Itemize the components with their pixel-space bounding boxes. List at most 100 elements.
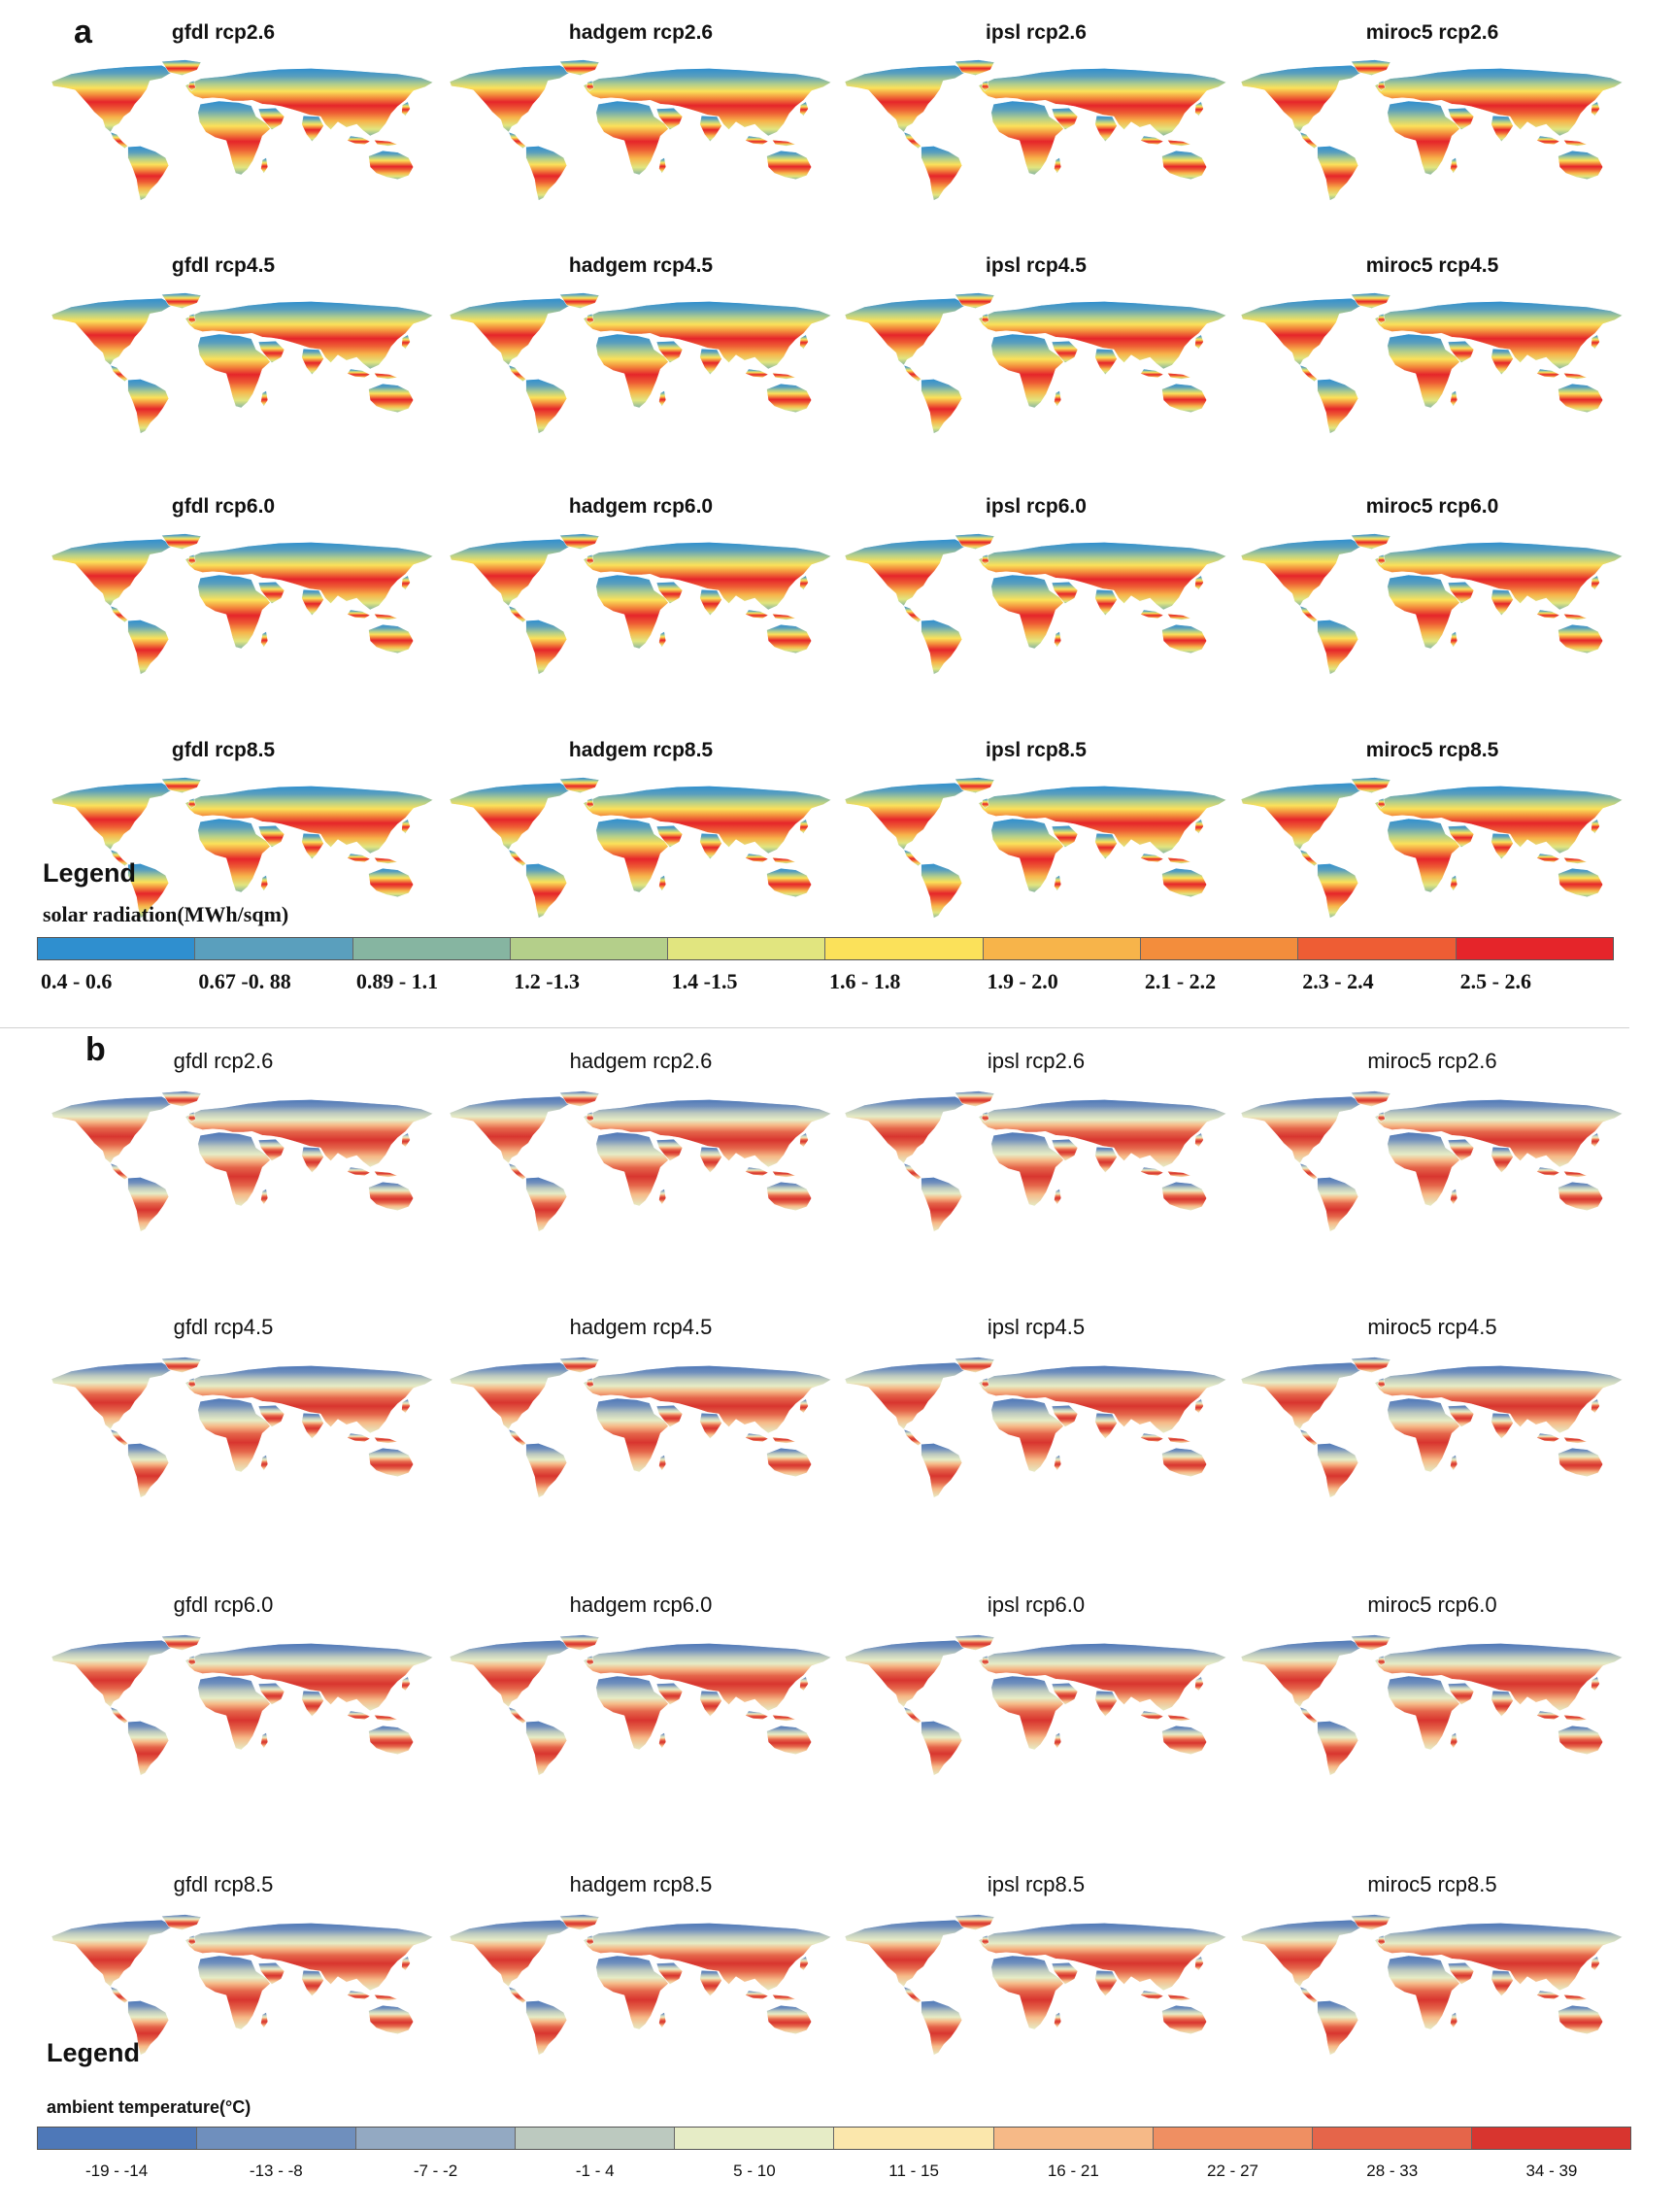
land-arabia	[1051, 1961, 1079, 1985]
land-madagascar	[658, 1732, 667, 1749]
land-central-america	[110, 849, 129, 867]
land-north-america	[449, 1361, 573, 1430]
map-title: hadgem rcp6.0	[568, 495, 714, 518]
map-title: ipsl rcp8.5	[986, 739, 1087, 761]
land-uk	[1377, 1934, 1386, 1946]
land-japan	[401, 1956, 411, 1971]
land-arabia	[257, 1961, 285, 1985]
land-uk	[187, 553, 196, 565]
land-europe-asia	[583, 1099, 832, 1168]
land-uk	[586, 797, 594, 809]
land-madagascar	[1054, 157, 1062, 174]
land-europe-asia	[978, 1643, 1227, 1712]
land-indonesia	[745, 1990, 797, 2001]
land-africa	[990, 1675, 1064, 1751]
legend-swatch	[356, 2128, 517, 2149]
legend-labels: -19 - -14 -13 - -8 -7 - -2 -1 - 4 5 - 10 11 -…	[37, 2162, 1631, 2181]
land-uk	[586, 1377, 594, 1389]
map-title: miroc5 rcp2.6	[1365, 21, 1499, 44]
world-map	[449, 777, 832, 919]
legend-swatch	[197, 2128, 357, 2149]
land-uk	[1377, 1377, 1386, 1389]
land-japan	[799, 1398, 809, 1414]
land-uk	[586, 1934, 594, 1946]
land-japan	[401, 101, 411, 117]
land-south-america	[525, 1443, 568, 1498]
land-africa	[197, 1397, 271, 1473]
land-japan	[799, 819, 809, 834]
land-central-america	[903, 1986, 922, 2004]
land-indonesia	[1536, 853, 1589, 864]
land-india	[301, 1412, 324, 1439]
map-panel: ipsl rcp4.5	[837, 254, 1235, 435]
land-japan	[1591, 1676, 1600, 1692]
land-uk	[1377, 553, 1386, 565]
world-map	[449, 59, 832, 201]
land-arabia	[257, 581, 285, 604]
legend-class-label: -13 - -8	[249, 2162, 303, 2180]
land-uk	[586, 553, 594, 565]
land-india	[1094, 1146, 1118, 1173]
legend-swatch	[983, 938, 1142, 959]
land-south-america	[127, 1177, 170, 1232]
land-arabia	[655, 581, 684, 604]
land-india	[301, 588, 324, 616]
legend-class-label: 0.4 - 0.6	[41, 969, 113, 993]
land-madagascar	[260, 631, 269, 648]
land-madagascar	[658, 631, 667, 648]
land-india	[301, 1146, 324, 1173]
map-panel: miroc5 rcp2.6	[1233, 21, 1631, 202]
land-central-america	[110, 605, 129, 623]
land-india	[1491, 1690, 1514, 1717]
land-greenland	[1351, 533, 1391, 550]
land-madagascar	[658, 2012, 667, 2028]
legend-class-label: -1 - 4	[575, 2162, 615, 2180]
land-japan	[1194, 334, 1204, 350]
land-madagascar	[1450, 1189, 1458, 1205]
land-india	[1094, 832, 1118, 859]
land-australia	[1161, 867, 1207, 898]
land-greenland	[559, 1634, 600, 1651]
land-africa	[1387, 100, 1460, 176]
land-north-america	[50, 1639, 175, 1708]
land-japan	[401, 1398, 411, 1414]
land-madagascar	[260, 1732, 269, 1749]
land-australia	[766, 1181, 812, 1212]
land-uk	[981, 80, 989, 91]
land-indonesia	[1140, 609, 1192, 620]
land-central-america	[903, 1428, 922, 1447]
land-india	[699, 348, 722, 375]
land-madagascar	[1054, 875, 1062, 891]
map-title: hadgem rcp8.5	[568, 739, 714, 761]
land-australia	[1558, 150, 1603, 181]
land-north-america	[1240, 1639, 1364, 1708]
land-india	[1491, 348, 1514, 375]
land-greenland	[559, 1357, 600, 1373]
land-arabia	[257, 1404, 285, 1427]
land-central-america	[110, 1428, 129, 1447]
land-arabia	[257, 824, 285, 848]
land-africa	[197, 333, 271, 409]
land-central-america	[508, 1706, 527, 1725]
land-indonesia	[347, 1710, 399, 1722]
land-indonesia	[1140, 1166, 1192, 1178]
land-europe-asia	[1374, 542, 1624, 611]
land-africa	[1387, 818, 1460, 893]
land-africa	[197, 1675, 271, 1751]
land-south-america	[525, 2000, 568, 2056]
land-japan	[1591, 101, 1600, 117]
legend-labels: 0.4 - 0.6 0.67 -0. 88 0.89 - 1.1 1.2 -1.3 1.…	[41, 969, 1618, 994]
land-indonesia	[1140, 1432, 1192, 1444]
land-north-america	[449, 1639, 573, 1708]
land-madagascar	[658, 390, 667, 407]
map-title: ipsl rcp6.0	[986, 495, 1087, 518]
land-greenland	[559, 1914, 600, 1930]
legend-swatch	[510, 938, 669, 959]
land-madagascar	[1450, 1455, 1458, 1471]
land-europe-asia	[1374, 1923, 1624, 1992]
world-map	[1240, 533, 1624, 675]
legend-title: Legend	[47, 2038, 141, 2067]
land-africa	[595, 333, 669, 409]
land-africa	[990, 333, 1064, 409]
land-uk	[981, 797, 989, 809]
